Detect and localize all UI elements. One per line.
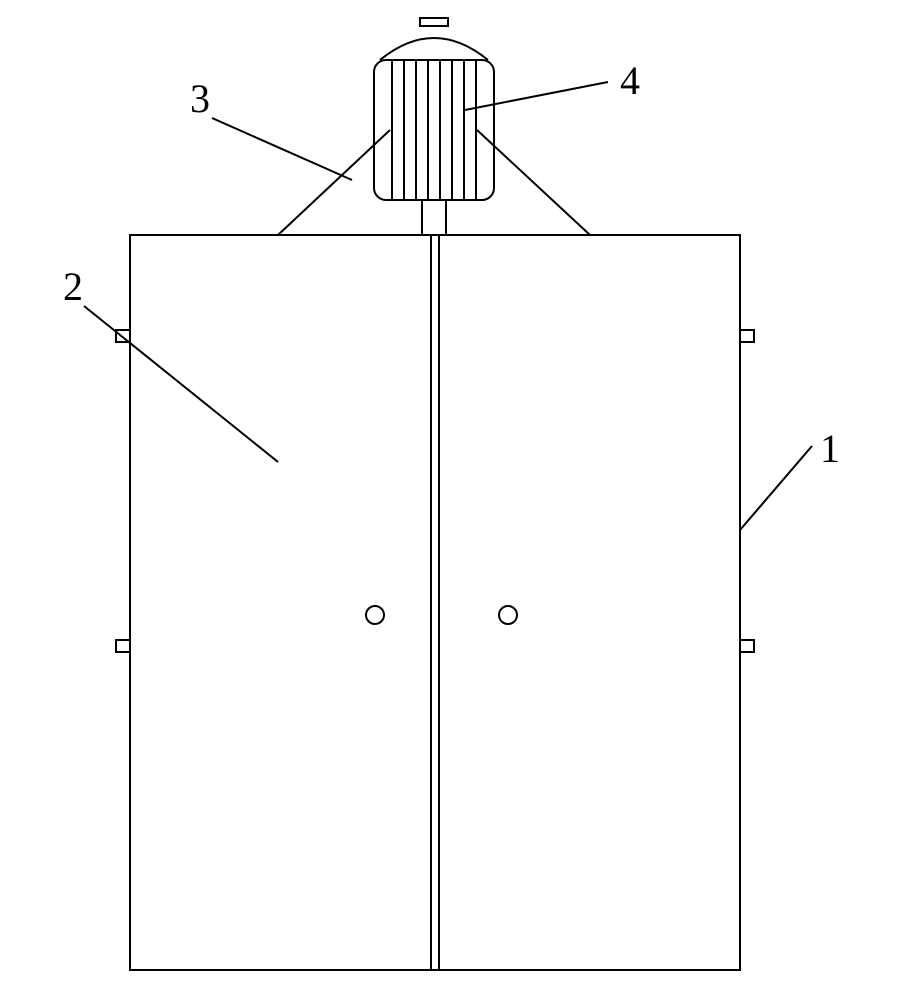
callout-2: 2 xyxy=(63,264,278,462)
motor-assembly xyxy=(278,18,590,235)
callout-label-3: 3 xyxy=(190,76,210,121)
callout-label-1: 1 xyxy=(820,426,840,471)
callout-1: 1 xyxy=(740,426,840,530)
callout-3: 3 xyxy=(190,76,352,180)
callout-label-2: 2 xyxy=(63,264,83,309)
callout-label-4: 4 xyxy=(620,58,640,103)
cabinet xyxy=(116,235,754,970)
technical-diagram: 1 2 3 4 xyxy=(0,0,924,1000)
